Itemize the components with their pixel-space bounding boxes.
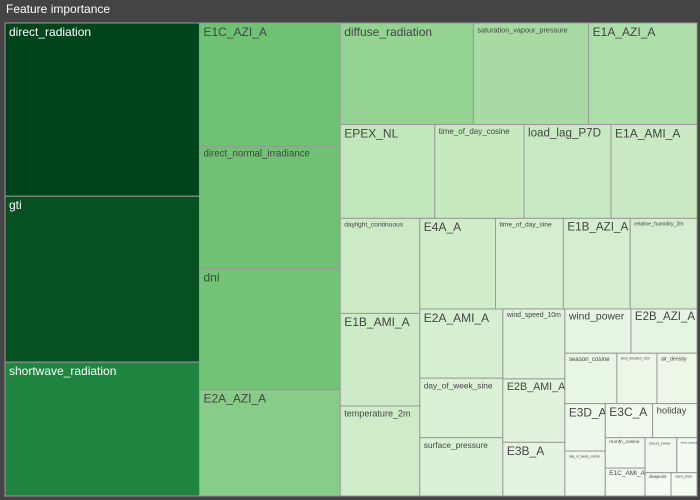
treemap-cell bbox=[604, 403, 654, 439]
treemap-cell bbox=[339, 123, 436, 219]
cell-label: E2A_AMI_A bbox=[424, 311, 489, 325]
cell-label: wind_power bbox=[568, 311, 625, 322]
treemap-cell bbox=[198, 389, 341, 497]
treemap-cell bbox=[4, 22, 200, 197]
cell-label: day_of_week_sine bbox=[424, 381, 493, 391]
cell-label: gti bbox=[9, 198, 22, 212]
cell-label: month_cosine bbox=[609, 439, 640, 445]
cell-label: E2B_AZI_A bbox=[635, 311, 695, 323]
treemap-cell bbox=[564, 352, 618, 405]
treemap-cell bbox=[434, 123, 525, 219]
cell-label: season_cosine bbox=[569, 356, 610, 363]
treemap-cell bbox=[198, 22, 341, 147]
cell-label: E1C_AMI_A bbox=[609, 470, 645, 477]
cell-label: direct_radiation bbox=[9, 25, 91, 39]
chart-title: Feature importance bbox=[6, 2, 110, 16]
cell-label: E1B_AMI_A bbox=[344, 315, 409, 329]
cell-label: load_lag_P7D bbox=[528, 126, 601, 139]
cell-label: E1A_AMI_A bbox=[615, 126, 680, 140]
treemap-cell bbox=[419, 377, 504, 439]
cell-label: day_of_week_cosine bbox=[569, 454, 600, 458]
cell-label: E1B_AZI_A bbox=[567, 220, 628, 233]
treemap-cell bbox=[604, 467, 646, 497]
cell-label: shortwave_radiation bbox=[9, 364, 116, 378]
treemap-cell bbox=[4, 195, 200, 363]
treemap-cell bbox=[502, 441, 566, 497]
treemap-cell bbox=[198, 268, 341, 391]
treemap-cell bbox=[198, 145, 341, 270]
cell-label: E4A_A bbox=[424, 220, 461, 234]
cell-label: wind_speed_80m bbox=[681, 441, 700, 445]
treemap-cell bbox=[562, 217, 631, 310]
treemap-cell bbox=[564, 450, 606, 497]
cell-label: surface_pressure bbox=[424, 440, 488, 450]
cell-label: time_of_day_sine bbox=[499, 221, 551, 228]
cell-label: time_of_day_cosine bbox=[439, 127, 510, 136]
treemap-cell bbox=[610, 123, 698, 219]
cell-label: E2A_AZI_A bbox=[203, 392, 266, 406]
cell-label: EPEX_NL bbox=[344, 126, 398, 140]
treemap-cell bbox=[604, 437, 646, 469]
cell-label: direct_normal_irradiance bbox=[203, 149, 309, 160]
treemap-cell bbox=[339, 405, 421, 497]
cell-label: relative_humidity_2m bbox=[634, 222, 684, 228]
treemap-cell bbox=[339, 312, 421, 407]
treemap-cell bbox=[339, 217, 421, 314]
cell-label: wind_direction_10m bbox=[621, 357, 650, 361]
treemap-cell bbox=[502, 378, 566, 443]
treemap-cell bbox=[523, 123, 612, 219]
cell-label: E3C_A bbox=[609, 405, 647, 419]
cell-label: air_density bbox=[661, 356, 687, 362]
cell-label: E3D_A bbox=[569, 405, 607, 419]
treemap-cell bbox=[564, 403, 606, 452]
cell-label: saturation_vapour_pressure bbox=[477, 26, 567, 35]
treemap-cell bbox=[652, 403, 698, 439]
treemap-cell bbox=[472, 22, 590, 125]
cell-label: cloud_cover bbox=[649, 440, 671, 445]
cell-label: E2B_AMI_A bbox=[507, 381, 566, 393]
cell-label: E1C_AZI_A bbox=[203, 25, 266, 39]
cell-label: holiday bbox=[657, 405, 687, 416]
cell-label: E1A_AZI_A bbox=[593, 25, 656, 39]
cell-label: open_price bbox=[675, 474, 692, 478]
cell-label: temperature_2m bbox=[344, 408, 410, 418]
cell-label: dni bbox=[203, 271, 219, 285]
cell-label: daylight_continuous bbox=[344, 221, 404, 228]
treemap-cell bbox=[588, 22, 698, 125]
treemap-cell bbox=[494, 217, 564, 310]
treemap-cell bbox=[4, 361, 200, 497]
treemap-cell bbox=[502, 308, 566, 380]
cell-label: diffuse_radiation bbox=[344, 25, 432, 39]
treemap-cell bbox=[629, 217, 698, 310]
treemap-cell bbox=[616, 352, 658, 405]
treemap-cell bbox=[656, 352, 698, 405]
treemap-cell bbox=[339, 22, 474, 125]
cell-label: dewpoint bbox=[649, 474, 667, 479]
treemap-cell bbox=[564, 308, 632, 354]
cell-label: E3B_A bbox=[507, 444, 544, 458]
treemap-cell bbox=[670, 472, 698, 497]
cell-label: wind_speed_10m bbox=[506, 312, 561, 319]
